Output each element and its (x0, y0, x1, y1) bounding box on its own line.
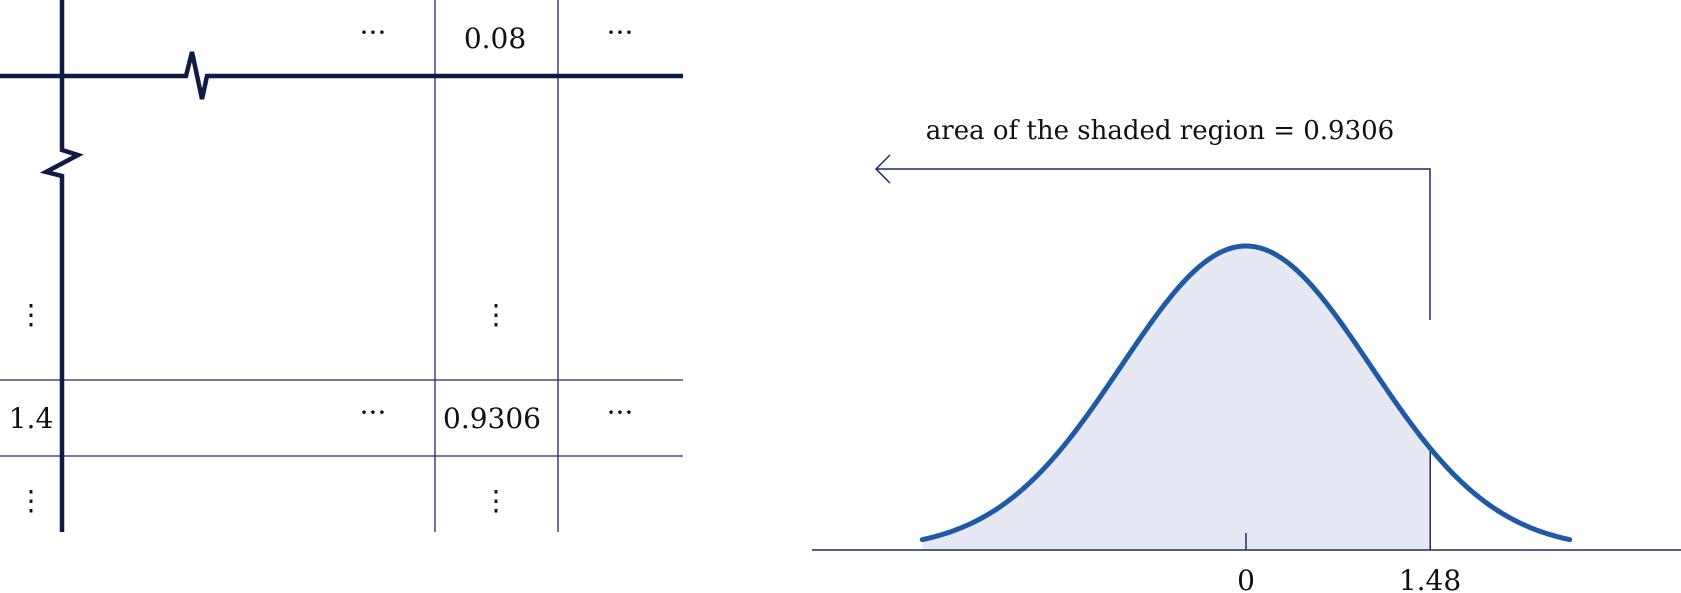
caption-arrow-line (876, 168, 1431, 320)
table-cell-0.9306: 0.9306 (443, 402, 541, 435)
shaded-area-caption: area of the shaded region = 0.9306 (926, 116, 1394, 146)
tick-label-1.48: 1.48 (1399, 564, 1461, 593)
table-header-rule (0, 51, 683, 100)
z-table: ··· 0.08 ··· ⋮ ⋮ 1.4 ··· 0.9306 ··· ⋮ ⋮ (0, 0, 683, 532)
row-ellipsis-left: ··· (360, 396, 387, 429)
header-ellipsis-right: ··· (607, 16, 634, 49)
header-ellipsis-left: ··· (360, 16, 387, 49)
normal-distribution: area of the shaded region = 0.9306 0 1.4… (812, 116, 1681, 593)
cell-ellipsis-upper: ⋮ (482, 298, 510, 331)
normal-curve (919, 243, 1573, 543)
cell-ellipsis-lower: ⋮ (482, 484, 510, 517)
caption-arrow-head (874, 154, 891, 184)
caption-arrow (874, 154, 1431, 320)
table-label-rule (39, 0, 84, 532)
row-label-ellipsis-lower: ⋮ (17, 484, 45, 517)
shaded-region (922, 246, 1431, 550)
column-header-0.08: 0.08 (464, 22, 526, 55)
row-label-ellipsis-upper: ⋮ (17, 298, 45, 331)
tick-label-0: 0 (1237, 564, 1255, 593)
row-ellipsis-right: ··· (607, 396, 634, 429)
row-label-1.4: 1.4 (9, 402, 54, 435)
